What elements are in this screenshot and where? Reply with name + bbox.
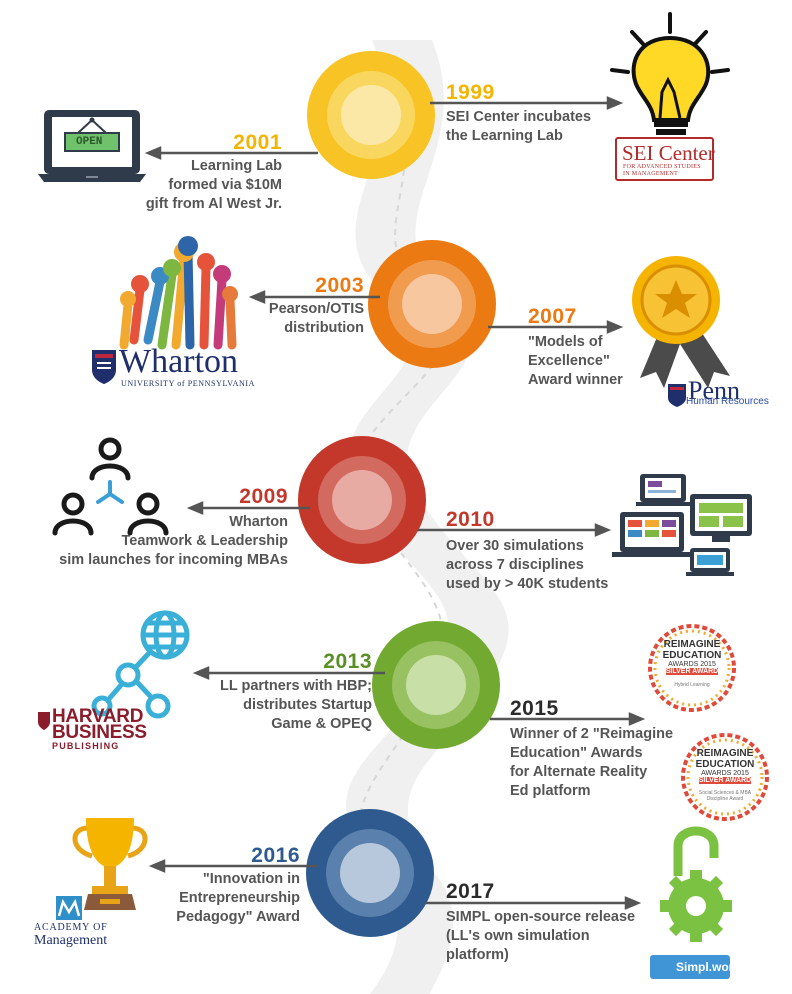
devices-screens-icon [612,474,752,576]
description-2009: Wharton Teamwork & Leadership sim launch… [59,514,288,568]
sei-center-logo: SEI Center FOR ADVANCED STUDIES IN MANAG… [615,137,715,181]
description-1999: SEI Center incubates the Learning Lab [446,109,592,144]
simpl-world-logo [650,955,730,979]
wharton-logo-name: Wharton [119,343,238,380]
circle-blue [306,809,434,937]
circle-red [298,436,426,564]
aom-logo-mark [56,896,82,920]
penn-hr-logo-subtitle: Human Resources [686,396,769,407]
year-2013: 2013 [323,650,372,673]
year-2001: 2001 [233,131,282,154]
globe-network-icon [91,610,190,719]
description-2010: Over 30 simulations across 7 disciplines… [446,538,609,592]
year-2015: 2015 [510,697,559,720]
aom-logo-line2: Management [34,933,108,948]
award-medal-icon [632,256,730,388]
teamwork-network-icon [52,437,169,536]
reimagine-award-badge-2 [681,733,769,821]
circle-yellow [307,51,435,179]
description-2013: LL partners with HBP; distributes Startu… [220,678,372,732]
description-2016: "Innovation in Entrepreneurship Pedagogy… [176,871,300,925]
hbp-shield-icon [38,712,50,730]
year-2009: 2009 [239,485,288,508]
description-2003: Pearson/OTIS distribution [268,301,364,336]
sei-center-subtitle: FOR ADVANCED STUDIES IN MANAGEMENT [623,164,701,177]
award2-title: REIMAGINE EDUCATION [695,748,755,770]
award2-level: SILVER AWARD [698,777,752,784]
penn-hr-shield-icon [668,384,686,407]
year-2010: 2010 [446,508,495,531]
award1-year: AWARDS 2015 [668,661,716,668]
hbp-logo-line3: PUBLISHING [52,741,120,751]
year-2007: 2007 [528,305,577,328]
year-2003: 2003 [315,274,364,297]
award1-title: REIMAGINE EDUCATION [662,639,722,661]
award1-level: SILVER AWARD [665,668,719,675]
hbp-logo-line1: HARVARD [52,706,144,727]
year-2017: 2017 [446,880,495,903]
penn-hr-logo-name: Penn [688,376,740,405]
hbp-logo-line2: BUSINESS [52,722,147,743]
open-sign-label: OPEN [76,136,103,148]
laptop-open-sign-icon [38,110,146,182]
simpl-world-logo-text: Simpl.world [676,960,745,974]
raised-hands-icon [119,236,238,350]
description-2007: "Models of Excellence" Award winner [528,334,623,388]
award2-category: Social Sciences & MBA Discipline Award [698,790,752,802]
circle-green [372,621,500,749]
wharton-logo-subtitle: UNIVERSITY of PENNSYLVANIA [121,379,255,388]
trophy-icon [72,818,148,910]
penn-shield-icon [92,350,116,384]
circle-orange [368,240,496,368]
sei-center-name: SEI Center [622,141,715,165]
lightbulb-icon [610,12,730,143]
open-padlock-gear-icon [660,826,732,942]
year-2016: 2016 [251,844,300,867]
aom-logo-line1: ACADEMY OF [34,922,108,933]
year-1999: 1999 [446,81,495,104]
award1-category: Hybrid Learning [674,682,710,688]
description-2001: Learning Lab formed via $10M gift from A… [145,158,282,212]
description-2015: Winner of 2 "Reimagine Education" Awards… [510,726,674,799]
award2-year: AWARDS 2015 [701,770,749,777]
reimagine-award-badge-1 [648,624,736,712]
description-2017: SIMPL open-source release (LL's own simu… [446,909,636,963]
